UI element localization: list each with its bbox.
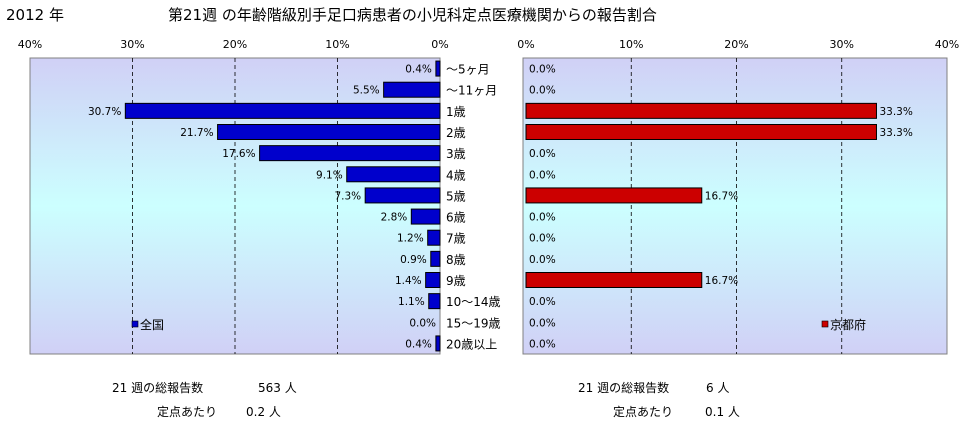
data-label: 33.3% [879,106,912,118]
bar [435,60,441,77]
x-tick-label: 30% [120,38,144,51]
x-tick-label: 10% [325,38,349,51]
data-label: 16.7% [705,275,738,287]
year-label: 2012 年 [6,6,64,24]
data-label: 30.7% [88,106,121,118]
data-label: 1.1% [398,296,425,308]
category-label: 8歳 [446,253,466,267]
x-tick-label: 10% [619,38,643,51]
data-label: 0.4% [405,64,432,76]
data-label: 5.5% [353,85,380,97]
data-label: 0.0% [529,169,556,181]
national-total-label: 21 週の総報告数 [112,381,204,395]
data-label: 0.0% [529,296,556,308]
kyoto-per-value: 0.1 人 [705,405,740,419]
category-label: 2歳 [446,126,466,140]
x-tick-label: 0% [431,38,448,51]
x-tick-label: 20% [724,38,748,51]
data-label: 7.3% [334,190,361,202]
data-label: 0.0% [529,85,556,97]
bar [383,81,441,98]
kyoto-per-label: 定点あたり [613,405,674,419]
data-label: 0.0% [529,148,556,160]
data-label: 1.2% [397,233,424,245]
legend-swatch [821,320,829,328]
category-label: 1歳 [446,105,466,119]
legend-label: 全国 [140,317,164,332]
category-label: 9歳 [446,274,466,288]
bar [217,124,441,140]
bar [428,293,441,310]
bar [525,124,877,140]
kyoto-total-value: 6 人 [706,381,730,395]
chart-title: 第21週 の年齢階級別手足口病患者の小児科定点医療機関からの報告割合 [168,6,657,24]
data-label: 16.7% [705,190,738,202]
bar [525,187,703,204]
plot-area-1 [522,57,948,355]
bar [435,335,441,352]
national-total-value: 563 人 [258,381,297,395]
category-label: 6歳 [446,211,466,225]
bar [364,187,441,204]
bar [346,166,441,183]
data-label: 0.4% [405,338,432,350]
data-label: 9.1% [316,169,343,181]
category-label: 5歳 [446,189,466,203]
data-label: 0.0% [529,233,556,245]
bar [410,208,441,225]
bar [430,250,441,267]
data-label: 0.0% [529,338,556,350]
data-label: 0.0% [409,317,436,329]
category-label: 20歳以上 [446,337,497,351]
bar [425,272,441,288]
bar [427,229,441,246]
x-tick-label: 30% [830,38,854,51]
data-label: 0.0% [529,212,556,224]
legend-label: 京都府 [830,317,866,332]
national-per-label: 定点あたり [157,405,218,419]
legend-swatch [131,320,139,328]
x-tick-label: 40% [935,38,959,51]
category-label: ～5ヶ月 [446,63,490,77]
data-label: 17.6% [222,148,255,160]
data-label: 2.8% [381,212,408,224]
category-label: 7歳 [446,232,466,246]
category-label: 10～14歳 [446,295,501,309]
bar [525,102,877,119]
bar [124,102,441,119]
x-tick-label: 0% [517,38,534,51]
national-per-value: 0.2 人 [246,405,281,419]
category-label: 15～19歳 [446,316,501,330]
kyoto-total-label: 21 週の総報告数 [578,381,670,395]
bar [525,272,703,288]
x-tick-label: 20% [223,38,247,51]
data-label: 0.9% [400,254,427,266]
data-label: 21.7% [180,127,213,139]
data-label: 0.0% [529,64,556,76]
x-tick-label: 40% [18,38,42,51]
bar [259,145,441,162]
data-label: 1.4% [395,275,422,287]
data-label: 33.3% [879,127,912,139]
data-label: 0.0% [529,317,556,329]
category-label: ～11ヶ月 [446,84,497,98]
category-label: 4歳 [446,168,466,182]
category-label: 3歳 [446,147,466,161]
data-label: 0.0% [529,254,556,266]
